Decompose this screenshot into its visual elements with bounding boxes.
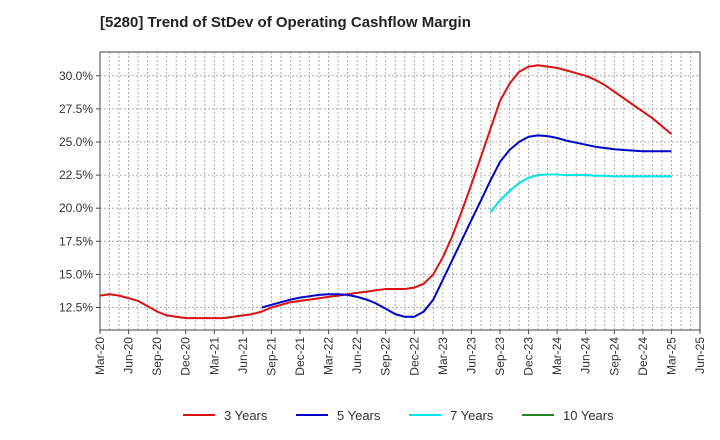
plot-area	[99, 51, 701, 331]
legend-label-5-years: 5 Years	[337, 408, 381, 423]
y-tick-label: 30.0%	[59, 69, 93, 83]
y-tick-label: 15.0%	[59, 267, 93, 281]
x-tick-label: Dec-23	[522, 337, 536, 376]
x-tick-label: Jun-25	[693, 337, 707, 374]
x-tick-label: Mar-21	[207, 337, 221, 375]
y-tick-label: 20.0%	[59, 201, 93, 215]
series-line-3-years	[99, 64, 673, 320]
series-line-5-years	[261, 134, 672, 318]
x-tick-label: Sep-23	[493, 337, 507, 376]
x-tick-label: Mar-20	[93, 337, 107, 375]
y-tick-label: 22.5%	[59, 168, 93, 182]
legend-label-3-years: 3 Years	[224, 408, 268, 423]
series-line-7-years	[489, 173, 672, 213]
grid-lines	[100, 52, 700, 330]
x-axis: Mar-20 Jun-20 Sep-20 Dec-20 Mar-21 Jun-21 Sep-…	[93, 330, 707, 376]
y-tick-label: 27.5%	[59, 102, 93, 116]
x-tick-label: Dec-22	[407, 337, 421, 376]
y-tick-label: 12.5%	[59, 301, 93, 315]
legend-label-10-years: 10 Years	[563, 408, 614, 423]
legend: 3 Years 5 Years 7 Years 10 Years	[183, 408, 614, 423]
x-tick-label: Mar-22	[322, 337, 336, 375]
x-tick-label: Dec-24	[636, 337, 650, 376]
x-tick-label: Dec-21	[293, 337, 307, 376]
x-tick-label: Jun-21	[236, 337, 250, 374]
x-tick-label: Jun-20	[122, 337, 136, 374]
legend-label-7-years: 7 Years	[450, 408, 494, 423]
chart-title: [5280] Trend of StDev of Operating Cashf…	[100, 14, 471, 31]
x-tick-label: Jun-23	[464, 337, 478, 374]
x-tick-label: Sep-22	[379, 337, 393, 376]
x-tick-label: Sep-20	[150, 337, 164, 376]
x-tick-label: Mar-23	[436, 337, 450, 375]
y-tick-label: 17.5%	[59, 234, 93, 248]
x-tick-label: Sep-21	[264, 337, 278, 376]
x-tick-label: Jun-22	[350, 337, 364, 374]
x-tick-label: Jun-24	[579, 337, 593, 374]
x-tick-label: Mar-24	[550, 337, 564, 375]
y-tick-label: 25.0%	[59, 135, 93, 149]
x-tick-label: Mar-25	[664, 337, 678, 375]
series-lines	[99, 64, 673, 320]
x-tick-label: Sep-24	[607, 337, 621, 376]
y-axis: 12.5% 15.0% 17.5% 20.0% 22.5% 25.0% 27.5% 30.0%	[59, 69, 100, 315]
x-tick-label: Dec-20	[179, 337, 193, 376]
